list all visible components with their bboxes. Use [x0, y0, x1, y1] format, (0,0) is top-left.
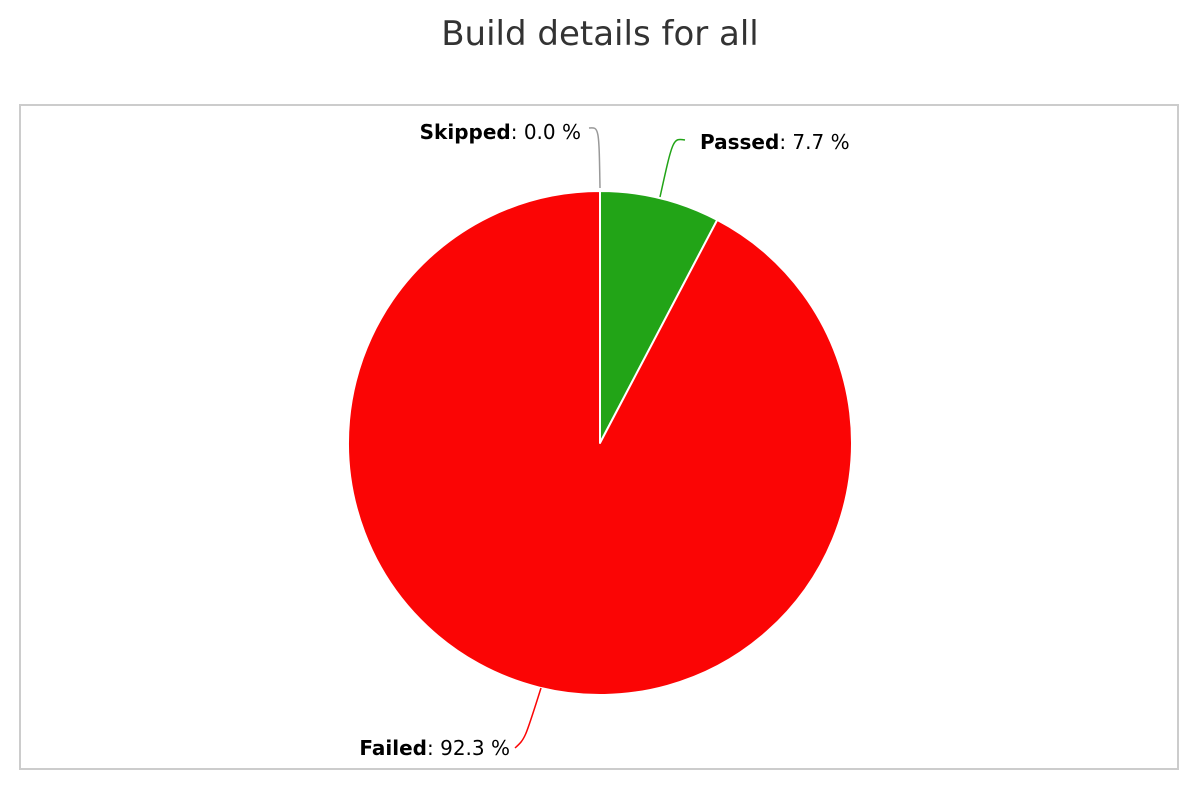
- data-label-passed: Passed: 7.7 %: [700, 130, 850, 154]
- data-label-name: Failed: [359, 736, 427, 760]
- data-label-value: : 7.7 %: [779, 130, 849, 154]
- data-label-name: Skipped: [420, 120, 511, 144]
- data-label-skipped: Skipped: 0.0 %: [420, 120, 581, 144]
- data-label-value: : 0.0 %: [511, 120, 581, 144]
- pie-slice-passed[interactable]: [599, 190, 719, 444]
- connector-skipped: [588, 127, 601, 189]
- connector-failed: [514, 687, 542, 749]
- labels-layer: Passed: 7.7 % Failed: 92.3 % Skipped: 0.0 …: [359, 120, 849, 760]
- connector-passed: [659, 138, 686, 198]
- connectors-layer: [514, 127, 686, 749]
- slices-layer: [347, 190, 853, 696]
- data-label-name: Passed: [700, 130, 779, 154]
- chart-title: Build details for all: [441, 14, 759, 54]
- data-label-failed: Failed: 92.3 %: [359, 736, 510, 760]
- data-label-value: : 92.3 %: [427, 736, 510, 760]
- pie-slice-failed[interactable]: [347, 190, 853, 696]
